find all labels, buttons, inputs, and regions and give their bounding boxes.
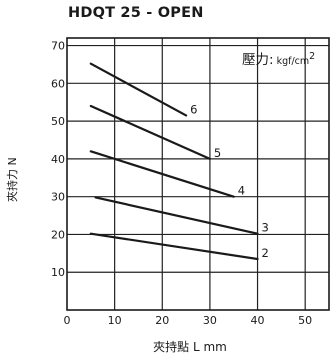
x-tick-label: 50 [298,314,312,327]
series-label: 4 [238,184,245,198]
y-tick-label: 60 [51,77,65,90]
x-tick-label: 40 [251,314,265,327]
y-tick-label: 70 [51,40,65,53]
series-line [89,232,259,261]
y-tick-label: 50 [51,115,65,128]
plot-frame [66,37,330,311]
y-tick-label: 20 [51,228,65,241]
chart-title: HDQT 25 - OPEN [68,5,204,21]
series-line [89,150,235,198]
x-tick-label: 20 [155,314,169,327]
series-line [94,196,259,235]
x-tick-label: 10 [108,314,122,327]
series-label: 3 [262,221,269,235]
x-tick-label: 30 [203,314,217,327]
pressure-unit-label: 壓力: kgf/cm2 [242,51,315,68]
x-axis-label: 夾持點 L mm [153,340,227,354]
series-label: 5 [214,146,221,160]
series-line [89,62,188,117]
series-label: 2 [262,246,269,260]
series-line [89,104,212,160]
y-tick-label: 30 [51,191,65,204]
series-label: 6 [190,102,197,116]
y-tick-label: 40 [51,153,65,166]
y-tick-label: 10 [51,266,65,279]
x-tick-label: 0 [64,314,71,327]
